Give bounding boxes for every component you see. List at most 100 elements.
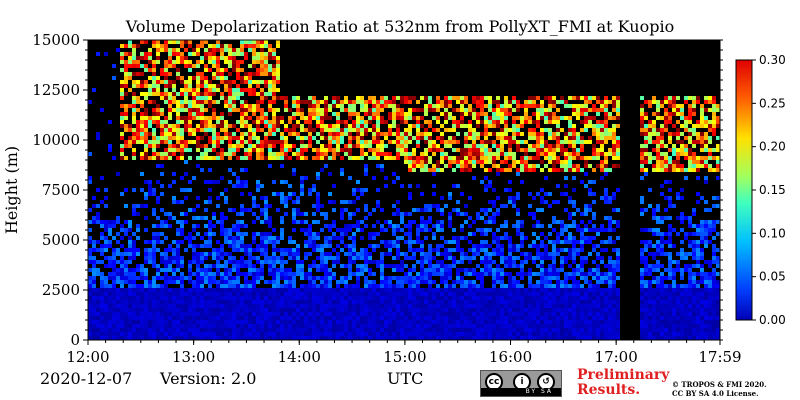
heatmap-cell — [200, 296, 204, 300]
heatmap-cell — [544, 148, 548, 152]
heatmap-cell — [340, 240, 344, 244]
heatmap-cell — [240, 248, 244, 252]
heatmap-cell — [196, 128, 200, 132]
heatmap-cell — [128, 328, 132, 332]
heatmap-cell — [204, 264, 208, 268]
heatmap-cell — [472, 296, 476, 300]
heatmap-cell — [152, 80, 156, 84]
heatmap-cell — [544, 252, 548, 256]
heatmap-cell — [564, 156, 568, 160]
heatmap-cell — [416, 144, 420, 148]
heatmap-cell — [384, 320, 388, 324]
heatmap-cell — [224, 304, 228, 308]
heatmap-cell — [280, 120, 284, 124]
heatmap-cell — [96, 132, 100, 136]
heatmap-cell — [308, 324, 312, 328]
heatmap-cell — [180, 240, 184, 244]
heatmap-cell — [300, 336, 304, 340]
heatmap-cell — [228, 148, 232, 152]
heatmap-cell — [232, 152, 236, 156]
heatmap-cell — [340, 316, 344, 320]
heatmap-cell — [444, 328, 448, 332]
heatmap-cell — [324, 332, 328, 336]
heatmap-cell — [236, 332, 240, 336]
heatmap-cell — [316, 152, 320, 156]
heatmap-cell — [380, 268, 384, 272]
heatmap-cell — [152, 332, 156, 336]
heatmap-cell — [392, 244, 396, 248]
heatmap-cell — [440, 244, 444, 248]
heatmap-cell — [224, 196, 228, 200]
heatmap-cell — [428, 276, 432, 280]
heatmap-cell — [380, 140, 384, 144]
heatmap-cell — [420, 260, 424, 264]
heatmap-cell — [232, 292, 236, 296]
heatmap-cell — [320, 108, 324, 112]
heatmap-cell — [496, 244, 500, 248]
heatmap-cell — [328, 332, 332, 336]
heatmap-cell — [444, 300, 448, 304]
heatmap-cell — [460, 112, 464, 116]
heatmap-cell — [88, 276, 92, 280]
heatmap-cell — [272, 108, 276, 112]
heatmap-cell — [544, 236, 548, 240]
heatmap-cell — [216, 60, 220, 64]
heatmap-cell — [176, 232, 180, 236]
heatmap-cell — [216, 140, 220, 144]
heatmap-cell — [248, 104, 252, 108]
heatmap-cell — [244, 80, 248, 84]
heatmap-cell — [264, 324, 268, 328]
heatmap-cell — [168, 136, 172, 140]
heatmap-cell — [560, 268, 564, 272]
heatmap-cell — [204, 268, 208, 272]
heatmap-cell — [396, 312, 400, 316]
heatmap-cell — [496, 152, 500, 156]
heatmap-cell — [204, 124, 208, 128]
heatmap-cell — [192, 112, 196, 116]
heatmap-cell — [560, 292, 564, 296]
heatmap-cell — [224, 44, 228, 48]
heatmap-cell — [368, 156, 372, 160]
heatmap-cell — [196, 288, 200, 292]
heatmap-cell — [492, 328, 496, 332]
heatmap-cell — [560, 116, 564, 120]
heatmap-cell — [532, 148, 536, 152]
heatmap-cell — [356, 156, 360, 160]
heatmap-cell — [464, 336, 468, 340]
heatmap-cell — [388, 280, 392, 284]
heatmap-cell — [332, 276, 336, 280]
heatmap-cell — [128, 252, 132, 256]
heatmap-cell — [440, 308, 444, 312]
heatmap-cell — [424, 228, 428, 232]
heatmap-cell — [356, 276, 360, 280]
heatmap-cell — [336, 324, 340, 328]
heatmap-cell — [216, 240, 220, 244]
heatmap-cell — [272, 112, 276, 116]
heatmap-cell — [144, 156, 148, 160]
heatmap-cell — [128, 64, 132, 68]
heatmap-cell — [284, 124, 288, 128]
heatmap-cell — [524, 152, 528, 156]
heatmap-cell — [540, 268, 544, 272]
heatmap-cell — [408, 112, 412, 116]
heatmap-cell — [568, 152, 572, 156]
heatmap-cell — [488, 184, 492, 188]
heatmap-cell — [244, 56, 248, 60]
heatmap-cell — [420, 136, 424, 140]
heatmap-cell — [276, 324, 280, 328]
heatmap-cell — [220, 48, 224, 52]
heatmap-cell — [264, 240, 268, 244]
heatmap-cell — [496, 288, 500, 292]
heatmap-cell — [200, 76, 204, 80]
heatmap-cell — [464, 292, 468, 296]
heatmap-cell — [444, 316, 448, 320]
heatmap-cell — [180, 136, 184, 140]
heatmap-cell — [384, 240, 388, 244]
heatmap-cell — [568, 128, 572, 132]
heatmap-cell — [128, 268, 132, 272]
heatmap-cell — [348, 268, 352, 272]
heatmap-cell — [128, 224, 132, 228]
heatmap-cell — [308, 96, 312, 100]
heatmap-cell — [256, 280, 260, 284]
heatmap-cell — [420, 276, 424, 280]
